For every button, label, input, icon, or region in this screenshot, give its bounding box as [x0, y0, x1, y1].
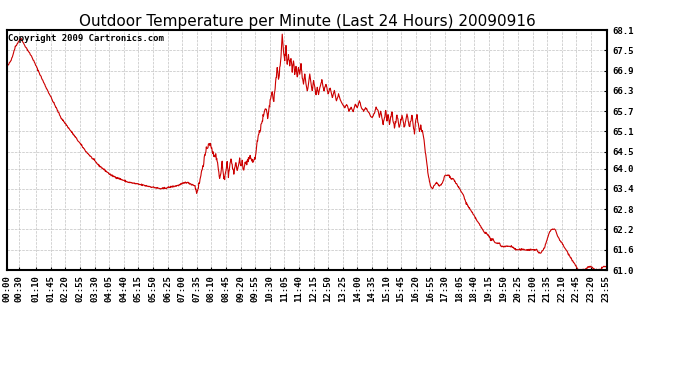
Text: Copyright 2009 Cartronics.com: Copyright 2009 Cartronics.com	[8, 34, 164, 43]
Title: Outdoor Temperature per Minute (Last 24 Hours) 20090916: Outdoor Temperature per Minute (Last 24 …	[79, 14, 535, 29]
